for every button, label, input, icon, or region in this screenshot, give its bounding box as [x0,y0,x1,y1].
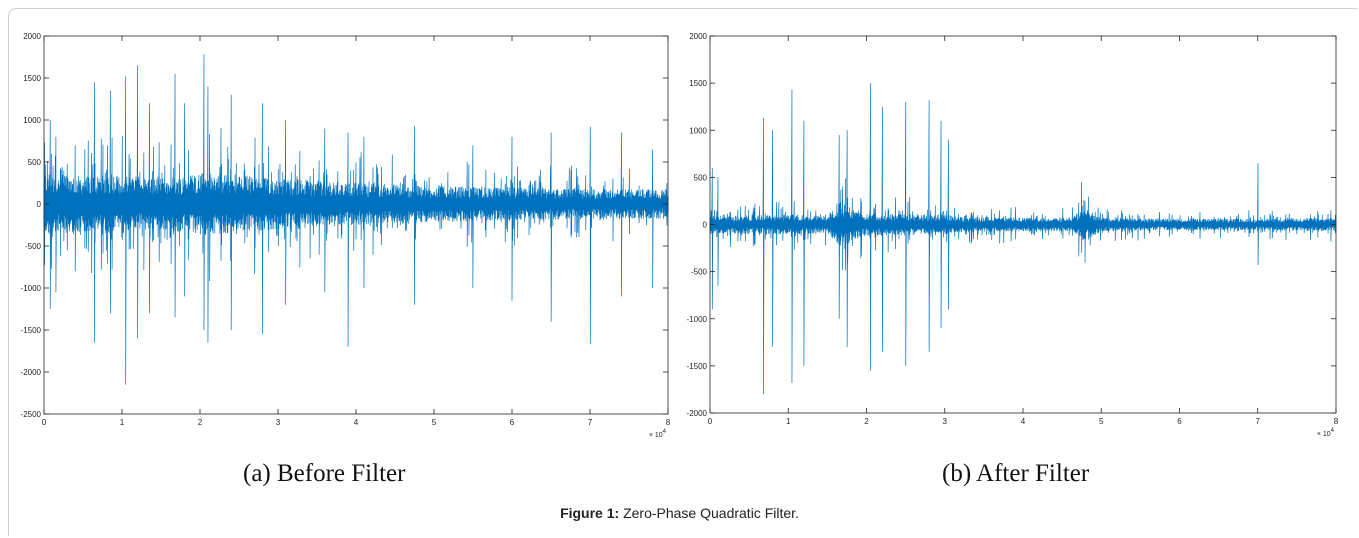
x-tick-label-1-3: 3 [943,417,948,426]
x-tick-label-0-1: 1 [120,418,125,427]
y-tick-label-0-5: 0 [37,200,42,209]
x-tick-label-0-2: 2 [198,418,203,427]
x-tick-label-1-7: 7 [1256,417,1261,426]
y-tick-label-0-4: -500 [25,242,42,251]
x-tick-label-0-7: 7 [588,418,593,427]
y-tick-label-1-5: 500 [694,173,708,182]
subcaption-b-title: After Filter [976,460,1090,487]
subcaption-b: (b) After Filter [942,460,1089,488]
figure-caption: Figure 1: Zero-Phase Quadratic Filter. [0,505,1359,521]
x-tick-label-1-5: 5 [1099,417,1104,426]
y-tick-label-1-0: -2000 [687,409,708,418]
x-tick-label-1-8: 8 [1334,417,1339,426]
x-tick-label-0-0: 0 [42,418,47,427]
y-tick-label-0-0: -2500 [21,410,42,419]
y-tick-label-1-6: 1000 [689,126,707,135]
x-tick-label-0-6: 6 [510,418,515,427]
y-tick-label-1-8: 2000 [689,32,707,41]
y-tick-label-0-3: -1000 [21,284,42,293]
x-tick-label-0-5: 5 [432,418,437,427]
x-tick-label-0-8: 8 [666,418,671,427]
subcaption-a: (a) Before Filter [243,460,405,488]
y-tick-label-1-7: 1500 [689,79,707,88]
subcaption-a-title: Before Filter [277,460,406,487]
series-line-1 [709,83,1337,395]
y-tick-label-0-9: 2000 [23,32,41,41]
x-tick-label-1-6: 6 [1177,417,1182,426]
subcaption-a-label: (a) [243,460,271,487]
y-tick-label-0-2: -1500 [21,326,42,335]
figure-caption-label: Figure 1: [560,505,620,521]
x-exponent-power-1: 4 [1331,428,1335,434]
x-tick-label-1-4: 4 [1021,417,1026,426]
y-tick-label-0-8: 1500 [23,74,41,83]
subcaption-b-label: (b) [942,460,972,487]
y-tick-label-0-1: -2000 [21,368,42,377]
y-tick-label-1-3: -500 [691,268,708,277]
x-tick-label-1-1: 1 [786,417,791,426]
y-tick-label-0-6: 500 [28,158,42,167]
y-tick-label-1-1: -1500 [687,362,708,371]
x-exponent-label-0: × 104 [649,429,667,439]
y-tick-label-1-4: 0 [703,221,708,230]
x-tick-label-0-4: 4 [354,418,359,427]
figure-caption-text: Zero-Phase Quadratic Filter. [619,505,799,521]
y-tick-label-1-2: -1000 [687,315,708,324]
x-exponent-label-1: × 104 [1317,428,1335,438]
x-exponent-power-0: 4 [663,429,667,435]
series-line-0 [43,54,669,385]
y-tick-label-0-7: 1000 [23,116,41,125]
x-tick-label-1-0: 0 [708,417,713,426]
x-tick-label-0-3: 3 [276,418,281,427]
figure-frame [8,8,1357,536]
x-tick-label-1-2: 2 [864,417,869,426]
